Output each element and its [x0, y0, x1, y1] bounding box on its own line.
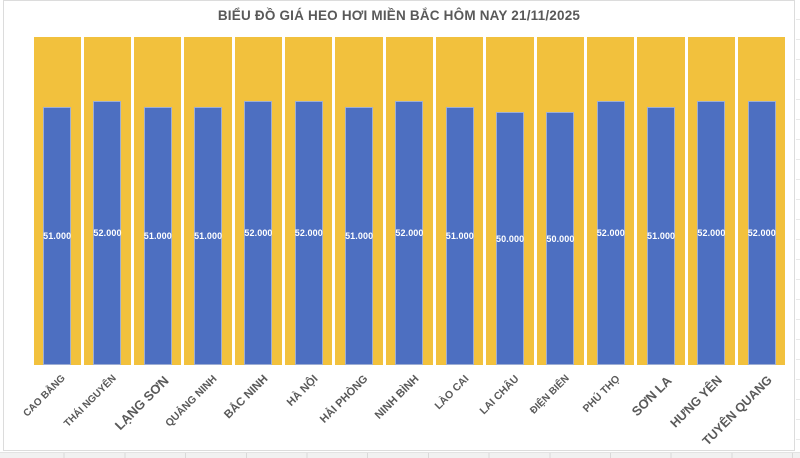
- bar-value-label: 52.000: [93, 228, 122, 238]
- category-column: 52.000: [587, 37, 635, 365]
- category-column: 51.000: [134, 37, 182, 365]
- category-label: THÁI NGUYÊN: [61, 373, 119, 430]
- category-column: 52.000: [687, 37, 736, 365]
- price-bar: 51.000: [143, 106, 172, 365]
- category-column: 52.000: [234, 37, 283, 365]
- bar-value-label: 51.000: [345, 230, 374, 241]
- price-bar: 51.000: [647, 106, 676, 365]
- price-bar: 50.000: [496, 112, 525, 365]
- category-column: 51.000: [335, 37, 383, 365]
- category-label: PHÚ THỌ: [580, 373, 623, 415]
- price-bar: 51.000: [345, 106, 374, 365]
- bar-value-label: 51.000: [194, 230, 223, 241]
- price-bar: 51.000: [445, 106, 474, 365]
- category-label: QUẢNG NINH: [163, 373, 220, 430]
- chart-title: BIỂU ĐỒ GIÁ HEO HƠI MIỀN BẮC HÔM NAY 21/…: [217, 8, 581, 23]
- category-column: 52.000: [285, 37, 333, 365]
- category-column: 52.000: [738, 37, 786, 365]
- plot-area: 51.000 52.000 51.000 51.000 52.000 52.000 51.0…: [32, 37, 787, 365]
- price-bar: 52.000: [395, 101, 424, 365]
- bar-value-label: 52.000: [697, 228, 726, 238]
- bar-value-label: 52.000: [244, 228, 273, 238]
- category-column: 51.000: [637, 37, 685, 365]
- category-column: 51.000: [436, 37, 484, 365]
- category-label: LÀO CAI: [432, 373, 472, 413]
- bar-value-label: 51.000: [445, 230, 474, 241]
- price-bar: 52.000: [93, 101, 122, 365]
- bar-value-label: 52.000: [294, 228, 323, 238]
- price-bar: 52.000: [697, 101, 726, 365]
- price-bar: 50.000: [546, 112, 575, 365]
- spreadsheet-row-strip: [0, 452, 800, 458]
- category-labels: CAO BẰNG THÁI NGUYÊN LẠNG SƠN QUẢNG NINH BẮC…: [22, 367, 787, 451]
- category-label: BẮC NINH: [221, 373, 270, 422]
- category-label: LAI CHÂU: [477, 373, 522, 417]
- bar-value-label: 51.000: [143, 230, 172, 241]
- price-bar: 52.000: [295, 101, 323, 365]
- category-column: 52.000: [385, 37, 434, 365]
- bar-value-label: 50.000: [546, 233, 575, 244]
- bar-value-label: 52.000: [395, 228, 424, 238]
- category-label: SƠN LA: [628, 373, 675, 420]
- category-label: HÀ NỘI: [284, 373, 321, 409]
- category-column: 51.000: [184, 37, 232, 365]
- bar-value-label: 52.000: [747, 228, 776, 238]
- category-label: ĐIỆN BIÊN: [527, 373, 572, 417]
- price-bar: 51.000: [194, 106, 223, 365]
- price-bar: 52.000: [748, 101, 776, 365]
- category-column: 51.000: [33, 37, 81, 365]
- bar-value-label: 51.000: [43, 230, 72, 241]
- category-column: 52.000: [83, 37, 132, 365]
- bar-value-label: 51.000: [647, 230, 676, 241]
- category-label: NINH BÌNH: [372, 373, 421, 422]
- bar-value-label: 50.000: [496, 233, 525, 244]
- category-label: LẠNG SƠN: [111, 373, 172, 433]
- category-label: CAO BẰNG: [21, 373, 68, 420]
- category-column: 50.000: [536, 37, 585, 365]
- spreadsheet-gridlines-right: [796, 0, 800, 452]
- price-bar: 52.000: [597, 101, 625, 365]
- price-bar: 51.000: [43, 106, 72, 365]
- price-chart[interactable]: BIỂU ĐỒ GIÁ HEO HƠI MIỀN BẮC HÔM NAY 21/…: [3, 0, 795, 451]
- category-label: HẢI PHÒNG: [318, 373, 371, 426]
- price-bar: 52.000: [244, 101, 273, 365]
- category-column: 50.000: [486, 37, 534, 365]
- bar-value-label: 52.000: [596, 228, 625, 238]
